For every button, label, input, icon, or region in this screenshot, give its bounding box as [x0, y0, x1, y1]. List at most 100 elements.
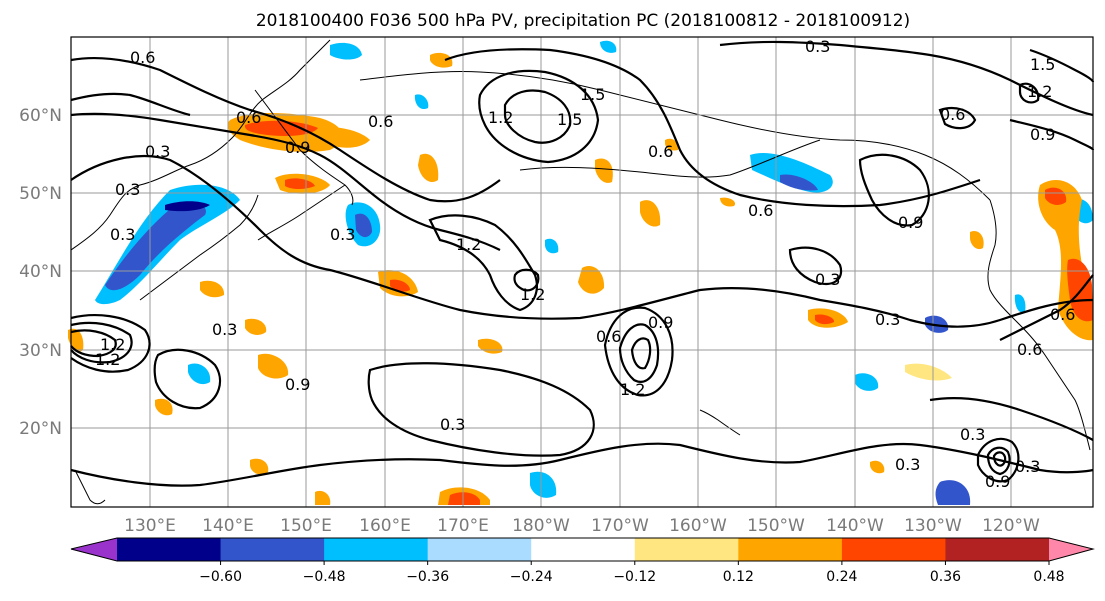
graticule [71, 37, 1093, 507]
precip-positive-22n [155, 398, 173, 416]
figure-title: 2018100400 F036 500 hPa PV, precipitatio… [256, 11, 910, 31]
pv-contour-0-6-west [70, 56, 501, 203]
pv-contour-0-6-center-loop [603, 306, 674, 397]
contour-label: 0.9 [898, 213, 923, 232]
contour-label: 0.3 [330, 225, 355, 244]
pv-contour-1-5-okinawa [70, 321, 133, 364]
pv-contour-1-5-eye [513, 268, 540, 292]
pv-contour-0-3-east-mid [929, 396, 1094, 441]
colorbar-segment [945, 538, 1050, 561]
precip-positive-sw-edge [315, 490, 331, 505]
colorbar-tick-label: −0.12 [613, 569, 656, 585]
colorbar-segment [738, 538, 843, 561]
contour-label: 1.5 [580, 85, 605, 104]
colorbar-segment [634, 538, 739, 561]
contour-label: 0.3 [110, 225, 135, 244]
contour-label: 1.2 [520, 285, 545, 304]
contour-label: 1.2 [1027, 82, 1052, 101]
coast-kuril [257, 184, 346, 241]
contour-label: 0.9 [985, 472, 1010, 491]
contour-label: 1.5 [557, 110, 582, 129]
lon-label: 180°W [512, 516, 570, 536]
contour-label: 0.6 [748, 201, 773, 220]
contour-label: 0.6 [596, 327, 621, 346]
pv-contours [70, 40, 1095, 487]
precip-positive-55n [595, 158, 613, 183]
latitude-labels: 60°N 50°N 40°N 30°N 20°N [19, 106, 62, 439]
lon-label: 170°W [591, 516, 649, 536]
precip-positive-yellow-1 [905, 363, 952, 381]
coast-aleutian [519, 139, 821, 178]
precip-positive-west-coast-north [1045, 187, 1067, 205]
contour-labels: 0.6 0.3 0.3 0.6 1.5 1.2 0.9 0.9 0.3 0.3 … [95, 37, 1075, 491]
precip-negative-mid2 [855, 373, 879, 391]
colorbar-segment [324, 538, 429, 561]
precip-negative-japan-deep [165, 201, 210, 212]
precip-negative-150w-core [780, 174, 818, 191]
precip-negative-small3 [1014, 294, 1026, 313]
pv-contour-0-9-se-ring [976, 437, 1020, 483]
colorbar: −0.60 −0.48 −0.36 −0.24 −0.12 0.12 0.24 0.36 0.4… [70, 537, 1095, 585]
colorbar-segment [427, 538, 532, 561]
contour-label: 1.2 [100, 335, 125, 354]
precip-positive-south-west [250, 458, 269, 475]
pv-contour-0-6-central [444, 48, 981, 208]
contour-label: 0.3 [440, 415, 465, 434]
precip-positive-168w [640, 200, 661, 227]
colorbar-tick-label: −0.24 [510, 569, 553, 585]
precip-positive-28n [258, 353, 289, 379]
precip-negative-160e-core [355, 213, 372, 238]
contour-label: 1.5 [1030, 55, 1055, 74]
contour-label: 0.6 [940, 105, 965, 124]
pv-contour-0-3-east-north [719, 40, 1094, 117]
pv-contour-1-5-se-ring [992, 451, 1007, 467]
contour-label: 0.3 [815, 270, 840, 289]
precip-positive-50n-core [285, 178, 315, 189]
pv-contour-0-3-mid-loop [367, 362, 595, 457]
contour-label: 0.6 [648, 142, 673, 161]
colorbar-segment [531, 538, 636, 561]
pv-contour-0-3-south [70, 442, 1094, 487]
contour-label: 0.6 [1050, 305, 1075, 324]
lat-label: 50°N [19, 184, 62, 204]
contour-label: 0.6 [1017, 340, 1042, 359]
pv-contour-0-9-west [70, 112, 501, 251]
lon-label: 120°W [982, 516, 1040, 536]
colorbar-tick-label: −0.60 [199, 569, 242, 585]
colorbar-extend-right [1049, 538, 1093, 561]
precip-positive-32n [245, 318, 267, 335]
pv-contour-0-6-east-coast [999, 274, 1094, 341]
precipitation-shading [68, 40, 1093, 505]
pv-contour-1-2-ne [1018, 82, 1040, 104]
coastlines [70, 39, 1091, 505]
pv-contour-0-9-ne [1009, 118, 1095, 151]
contour-label: 0.3 [895, 455, 920, 474]
lon-label: 130°E [124, 516, 176, 536]
pv-contour-0-3-sw-loop [153, 348, 222, 410]
lon-label: 140°W [826, 516, 884, 536]
lat-label: 20°N [19, 419, 62, 439]
contour-label: 0.6 [236, 108, 261, 127]
contour-label: 1.2 [95, 350, 120, 369]
pv-contour-1-5-ne [1029, 48, 1095, 83]
coast-hawaii [699, 409, 741, 436]
precip-positive-south-center-core [448, 492, 480, 505]
precip-negative-small1 [188, 363, 211, 385]
colorbar-segments [71, 538, 1093, 561]
precip-negative-south [935, 480, 971, 505]
pv-contour-0-3-main [70, 154, 1094, 328]
precip-negative-small5 [600, 40, 617, 53]
contour-label: 0.3 [805, 37, 830, 56]
precip-negative-south2 [530, 471, 557, 498]
lon-label: 150°E [280, 516, 332, 536]
lon-label: 140°E [202, 516, 254, 536]
colorbar-tick-label: 0.24 [826, 569, 857, 585]
precip-negative-small4 [414, 94, 429, 110]
pv-contour-1-5-ring [503, 89, 572, 144]
coast-north-america [987, 199, 1091, 451]
precip-positive-40n-core [390, 279, 410, 292]
pv-contour-1-2-okinawa-outer [70, 314, 151, 373]
contour-label: 0.9 [285, 375, 310, 394]
contour-label: 0.9 [1030, 125, 1055, 144]
precip-positive-57n [665, 138, 679, 151]
